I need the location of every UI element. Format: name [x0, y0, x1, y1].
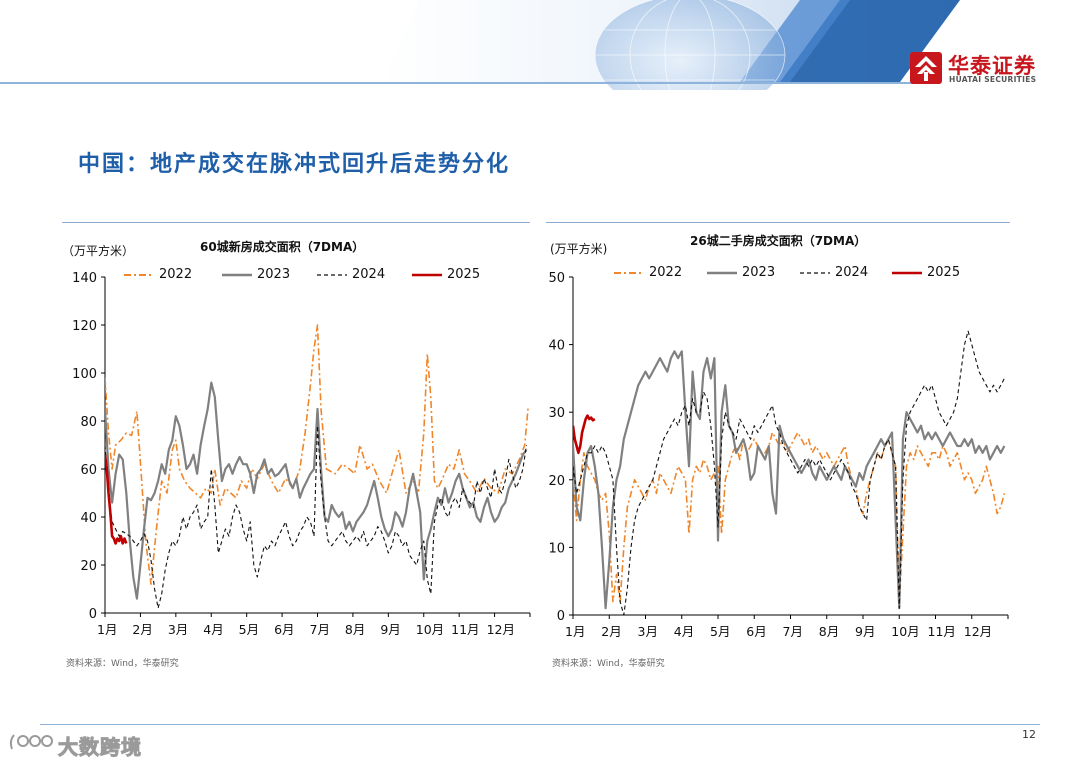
series-line-2022: [105, 324, 529, 586]
logo-english-name: HUATAI SECURITIES: [949, 75, 1037, 84]
series-line-2022: [573, 431, 1006, 603]
y-tick-label: 50: [548, 271, 565, 286]
series-line-2023: [105, 381, 528, 600]
x-tick-label: 3月: [638, 624, 658, 639]
x-tick-label: 11月: [928, 624, 956, 639]
y-tick-label: 0: [557, 609, 565, 624]
legend-label-2022: 2022: [159, 267, 193, 282]
legend-label-2025: 2025: [927, 265, 961, 280]
x-tick-label: 1月: [97, 622, 117, 637]
y-tick-label: 80: [80, 415, 97, 430]
huatai-logo-icon: [910, 52, 942, 84]
left-panel-top-rule: [62, 222, 530, 223]
x-tick-label: 7月: [310, 622, 330, 637]
legend-label-2023: 2023: [742, 265, 776, 280]
right-chart-plot: 0 10 20 30 40 50 1月 2月 3月 4月 5月 6月 7月 8月 9月 10月 11月 12月: [548, 271, 1009, 639]
legend-label-2024: 2024: [835, 265, 869, 280]
logo-chinese-name: 华泰证券: [948, 54, 1036, 78]
y-tick-label: 140: [72, 271, 97, 286]
watermark-text: 大数跨境: [58, 735, 142, 760]
footer-rule: [40, 724, 1040, 725]
left-chart-title: 60城新房成交面积（7DMA）: [200, 240, 365, 254]
legend-label-2023: 2023: [257, 267, 291, 282]
y-tick-label: 120: [72, 319, 97, 334]
left-chart-source: 资料来源：Wind，华泰研究: [66, 659, 179, 669]
series-line-2023: [573, 350, 1006, 610]
x-tick-label: 5月: [710, 624, 730, 639]
y-tick-label: 40: [548, 339, 565, 354]
x-tick-label: 10月: [416, 622, 444, 637]
y-tick-label: 20: [548, 474, 565, 489]
right-panel-top-rule: [546, 222, 1010, 223]
x-tick-label: 5月: [239, 622, 259, 637]
x-tick-label: 2月: [132, 622, 152, 637]
y-tick-label: 40: [80, 511, 97, 526]
y-tick-label: 60: [80, 463, 97, 478]
x-tick-label: 7月: [783, 624, 803, 639]
left-chart-unit: （万平方米）: [62, 244, 135, 258]
legend-swatch-2023: [222, 273, 252, 277]
legend-swatch-2025: [412, 273, 442, 277]
legend-label-2025: 2025: [447, 267, 481, 282]
header-rule: [0, 82, 940, 84]
right-chart-legend: 2022 2023 2024 2025: [612, 264, 1002, 282]
left-chart-plot: 0 20 40 60 80 100 120 140 1月 2月 3月 4月 5月 6月 7月 8月 9月 10月 1…: [72, 271, 531, 637]
watermark: 大数跨境: [8, 730, 158, 760]
y-tick-label: 10: [548, 541, 565, 556]
x-tick-label: 9月: [380, 622, 400, 637]
right-chart-unit: (万平方米): [550, 242, 608, 256]
series-line-2025: [105, 454, 128, 545]
x-tick-label: 4月: [203, 622, 223, 637]
page-title: 中国：地产成交在脉冲式回升后走势分化: [78, 152, 511, 177]
watermark-logo-icon: [9, 734, 53, 750]
series-line-2025: [573, 414, 596, 455]
legend-swatch-2022: [614, 272, 644, 274]
x-tick-label: 10月: [891, 624, 919, 639]
legend-swatch-2024: [800, 272, 830, 274]
legend-swatch-2025: [892, 271, 922, 275]
legend-swatch-2024: [317, 274, 347, 276]
y-tick-label: 20: [80, 559, 97, 574]
series-line-2024: [105, 425, 528, 609]
x-tick-label: 4月: [674, 624, 694, 639]
x-tick-label: 2月: [601, 624, 621, 639]
x-tick-label: 12月: [964, 624, 992, 639]
legend-swatch-2023: [707, 271, 737, 275]
right-chart-title: 26城二手房成交面积（7DMA）: [690, 234, 867, 248]
legend-swatch-2022: [124, 274, 154, 276]
legend-label-2022: 2022: [649, 265, 683, 280]
series-line-2024: [573, 330, 1005, 615]
x-tick-label: 9月: [855, 624, 875, 639]
company-logo: 华泰证券 HUATAI SECURITIES: [910, 50, 1060, 90]
x-tick-label: 12月: [487, 622, 515, 637]
x-tick-label: 1月: [565, 624, 585, 639]
x-tick-label: 6月: [274, 622, 294, 637]
x-tick-label: 8月: [345, 622, 365, 637]
right-chart-source: 资料来源：Wind，华泰研究: [552, 659, 665, 669]
x-tick-label: 6月: [746, 624, 766, 639]
y-tick-label: 30: [548, 406, 565, 421]
x-tick-label: 11月: [451, 622, 479, 637]
y-tick-label: 100: [72, 367, 97, 382]
y-tick-label: 0: [89, 607, 97, 622]
x-tick-label: 8月: [819, 624, 839, 639]
page-number: 12: [1022, 728, 1036, 741]
x-tick-label: 3月: [168, 622, 188, 637]
legend-label-2024: 2024: [352, 267, 386, 282]
left-chart-legend: 2022 2023 2024 2025: [122, 266, 522, 284]
